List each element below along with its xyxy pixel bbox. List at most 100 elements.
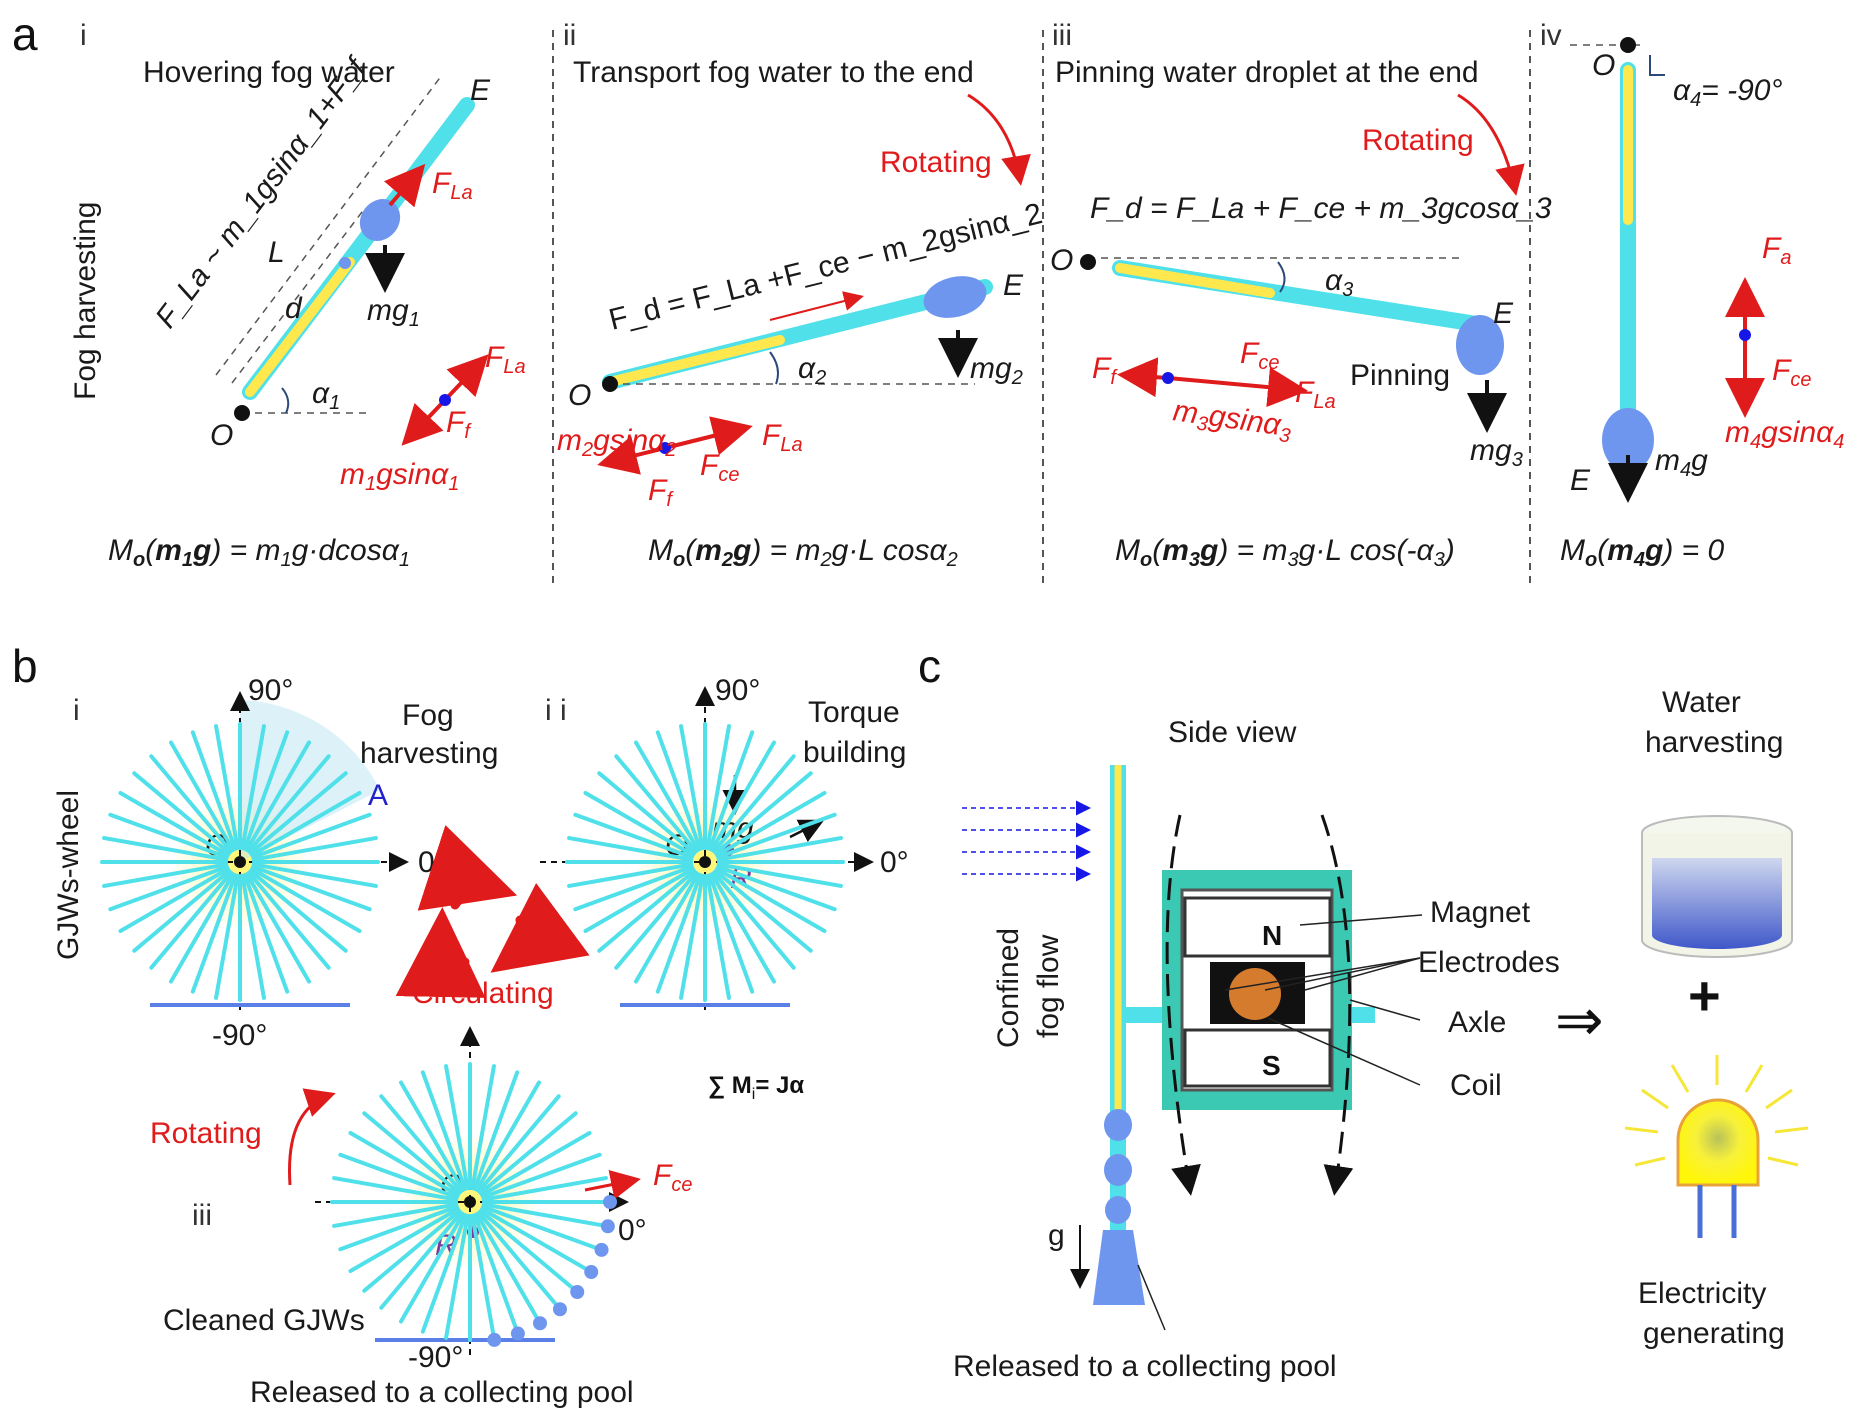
ff-arrow-a-iii: [1117, 357, 1169, 398]
electrodes-label: Electrodes: [1418, 946, 1560, 979]
released-label-b: Released to a collecting pool: [250, 1376, 634, 1409]
fla-diag-label-a-i: FLa: [485, 341, 526, 378]
wheel-spoke: [480, 1207, 592, 1273]
alpha2-label: α2: [798, 352, 826, 389]
wheel-spoke: [470, 1064, 496, 1191]
wheel-spoke: [251, 864, 372, 912]
roman-i: i: [80, 19, 87, 52]
fce-arrow-b-iii: [584, 1169, 641, 1200]
wheel-spoke: [679, 724, 705, 851]
wheel-spoke: [240, 724, 266, 851]
wheel-spoke: [475, 1080, 541, 1192]
deg0-b-ii: 0°: [880, 846, 909, 879]
pinning-label: Pinning: [1350, 359, 1450, 392]
wheel-spoke: [614, 870, 699, 970]
L-label: L: [268, 236, 285, 269]
wheel-spoke: [481, 1202, 608, 1228]
force-point-a-iii: [1162, 372, 1174, 384]
wheel-spoke: [248, 868, 348, 953]
wheel-spoke: [634, 872, 700, 984]
pivot-o-a-iv: [1620, 37, 1636, 53]
wheel-spoke: [475, 1212, 541, 1324]
force-diag-a-ii-up: [664, 416, 753, 456]
wheel-spoke: [242, 730, 290, 851]
dim-line-d: [231, 207, 366, 384]
panel-b-letter: b: [12, 640, 38, 692]
center-o-b-iii: [464, 1196, 476, 1208]
mg3-label: mg3: [1470, 434, 1523, 471]
wheel-spoke: [573, 864, 694, 912]
fiber-a-ii: [602, 276, 993, 390]
m1gsin-label: m1gsinα1: [340, 458, 459, 495]
wheel-spoke: [399, 1212, 465, 1324]
wheel-spoke: [478, 1111, 578, 1196]
title-a-iii: Pinning water droplet at the end: [1055, 56, 1479, 89]
wheel-spoke: [214, 724, 240, 851]
alpha3-label: α3: [1325, 264, 1353, 301]
moment-eq-a-iii: Mo(m3g) = m3g·L cos(-α3): [1115, 534, 1455, 571]
wheel-spoke: [379, 1094, 464, 1194]
side-view-label: Side view: [1168, 716, 1297, 749]
panel-c-letter: c: [918, 640, 941, 692]
light-bulb-icon: [1624, 1055, 1809, 1238]
rotating-label-a-ii: Rotating: [880, 146, 992, 179]
wheel-spoke: [715, 867, 827, 933]
m2gsin-label: m2gsinα2: [557, 424, 676, 461]
rotating-label-b-iii: Rotating: [150, 1117, 262, 1150]
roman-ii: ii: [563, 19, 576, 52]
wheel-spoke: [362, 1111, 462, 1196]
dim-line-L: [215, 74, 443, 376]
wheel-spoke: [348, 1207, 460, 1273]
electricity-label: Electricity: [1638, 1277, 1766, 1310]
wheel-spoke: [214, 873, 240, 1000]
force-diag-a-ii-down: [597, 435, 666, 475]
released-label-c: Released to a collecting pool: [953, 1350, 1337, 1383]
wheel-spoke: [470, 1213, 496, 1340]
fa-label: Fa: [1762, 232, 1791, 269]
wheel-spoke: [190, 873, 238, 994]
wheel-spoke: [169, 872, 235, 984]
wheel-spoke: [102, 836, 229, 862]
fd-arrow-a-ii: [769, 291, 864, 321]
wheel-spoke: [715, 791, 827, 857]
generating-label: generating: [1643, 1317, 1785, 1350]
wheel-spoke: [583, 791, 695, 857]
right-angle-mark: [1649, 55, 1665, 76]
wheel-spoke: [118, 867, 230, 933]
axle-label: Axle: [1448, 1006, 1506, 1039]
torque-label: Torque: [808, 696, 900, 729]
callout-lines: [1137, 914, 1423, 1331]
roman-iii: iii: [1052, 19, 1072, 52]
wheel-spoke: [248, 771, 348, 856]
wheel-spoke: [246, 870, 331, 970]
force-line-a-iii: [1167, 367, 1308, 408]
magnet-label: Magnet: [1430, 896, 1531, 929]
field-line-left: [1165, 814, 1201, 1196]
alpha4-label: α4= -90°: [1673, 74, 1782, 111]
wheel-spoke: [472, 1070, 520, 1191]
degm90-b-i: -90°: [212, 1019, 267, 1052]
water-harvesting-label: harvesting: [1645, 726, 1783, 759]
force-point-a-iv: [1739, 329, 1751, 341]
wheel-spoke: [149, 754, 234, 854]
wheel-spoke: [420, 1070, 468, 1191]
wheel-spoke: [705, 873, 731, 1000]
deg0-b-iii: 0°: [618, 1214, 647, 1247]
wheel-spoke: [476, 1210, 561, 1310]
e-label-a-ii: E: [1003, 269, 1024, 302]
o-label-a-iv: O: [1592, 49, 1615, 82]
wheel-spoke: [108, 864, 229, 912]
magnet-north: N: [1262, 920, 1282, 951]
m3gsin-label: m3gsinα3: [1170, 394, 1293, 447]
harvesting-label: harvesting: [360, 737, 498, 770]
fog-flow-label: fog flow: [1032, 934, 1065, 1038]
center-o-b-i: [234, 856, 246, 868]
fiber-a-iv: [1602, 62, 1654, 472]
circulating-label: Circulating: [412, 977, 554, 1010]
droplet: [594, 1242, 609, 1257]
wheel-spoke: [420, 1213, 468, 1334]
wheel-spoke: [245, 740, 311, 852]
moment-eq-a-ii: Mo(m2g) = m2g·L cosα2: [648, 534, 958, 571]
vertical-fiber-c: [1093, 765, 1145, 1305]
ff-label-a-i: Ff: [446, 406, 472, 443]
